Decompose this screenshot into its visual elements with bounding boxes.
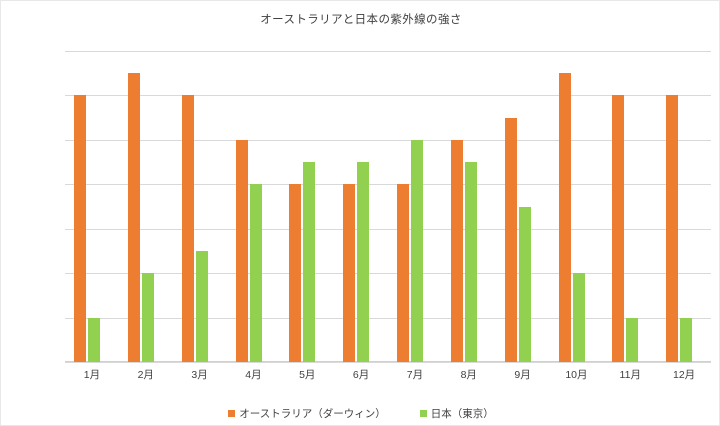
gridline (65, 51, 711, 52)
x-axis-tick-label: 7月 (406, 369, 424, 381)
bar[interactable] (235, 139, 248, 362)
bar[interactable] (88, 317, 100, 362)
bar[interactable] (612, 95, 625, 362)
x-axis-tick-label: 9月 (514, 369, 531, 381)
gridline (65, 184, 711, 186)
bar[interactable] (249, 184, 262, 362)
bar-group (173, 51, 227, 362)
x-axis-tick-label: 3月 (191, 369, 208, 381)
x-axis-tick-labels: 1月 2月 3月 4月 5月 6月 7月 8月 9月 10月 11月 12月 (65, 367, 711, 387)
bar-group (496, 51, 550, 362)
bar-group (550, 51, 604, 362)
bar-group (119, 51, 173, 362)
bar[interactable] (74, 95, 86, 362)
legend-label: 日本（東京） (430, 408, 494, 420)
bar-group (334, 51, 388, 362)
bar-group (227, 51, 281, 362)
x-axis-tick-label: 10月 (565, 369, 588, 381)
bar[interactable] (626, 317, 639, 362)
x-axis-tick-label: 8月 (460, 369, 477, 381)
legend-entry[interactable]: オーストラリア（ダーウィン） (228, 406, 386, 421)
chart-title: オーストラリアと日本の紫外線の強さ (260, 14, 462, 26)
bar-group (280, 51, 334, 362)
plot-area (65, 51, 711, 363)
bars-layer (65, 51, 711, 362)
legend-entry[interactable]: 日本（東京） (419, 406, 494, 421)
x-axis-tick-label: 2月 (137, 369, 154, 381)
bar[interactable] (464, 162, 477, 362)
legend-swatch-icon (419, 410, 427, 417)
bar[interactable] (357, 162, 370, 362)
x-axis-tick-label: 5月 (299, 369, 316, 381)
x-axis-tick-label: 4月 (245, 369, 262, 381)
bar[interactable] (181, 95, 194, 362)
legend-swatch-icon (228, 410, 236, 417)
bar-group (65, 51, 119, 362)
x-axis-line (65, 361, 711, 362)
chart-legend: オーストラリア（ダーウィン） 日本（東京） (1, 406, 719, 421)
legend-label: オーストラリア（ダーウィン） (239, 408, 386, 420)
bar[interactable] (450, 139, 463, 362)
bar[interactable] (303, 162, 316, 362)
x-axis-tick-label: 11月 (619, 369, 641, 381)
bar[interactable] (558, 73, 571, 362)
gridline (65, 139, 711, 141)
x-axis-tick-label: 1月 (83, 369, 101, 381)
bar[interactable] (504, 117, 517, 362)
x-axis-tick-label: 6月 (352, 369, 370, 381)
bar[interactable] (411, 139, 423, 362)
bar-group (442, 51, 496, 362)
x-axis-tick-label: 12月 (672, 369, 696, 381)
bar-group (603, 51, 657, 362)
gridline (65, 273, 711, 275)
bar[interactable] (518, 206, 531, 362)
gridline (65, 95, 711, 97)
bar[interactable] (127, 73, 140, 362)
bar[interactable] (397, 184, 409, 362)
bar[interactable] (343, 184, 356, 362)
gridline (65, 228, 711, 230)
bar[interactable] (572, 273, 585, 362)
bar[interactable] (141, 273, 154, 362)
bar[interactable] (680, 317, 693, 362)
bar[interactable] (666, 95, 679, 362)
gridline (65, 317, 711, 319)
bar[interactable] (289, 184, 302, 362)
bar-group (388, 51, 442, 362)
bar-group (657, 51, 711, 362)
gridline (65, 362, 711, 363)
bar[interactable] (195, 250, 208, 362)
